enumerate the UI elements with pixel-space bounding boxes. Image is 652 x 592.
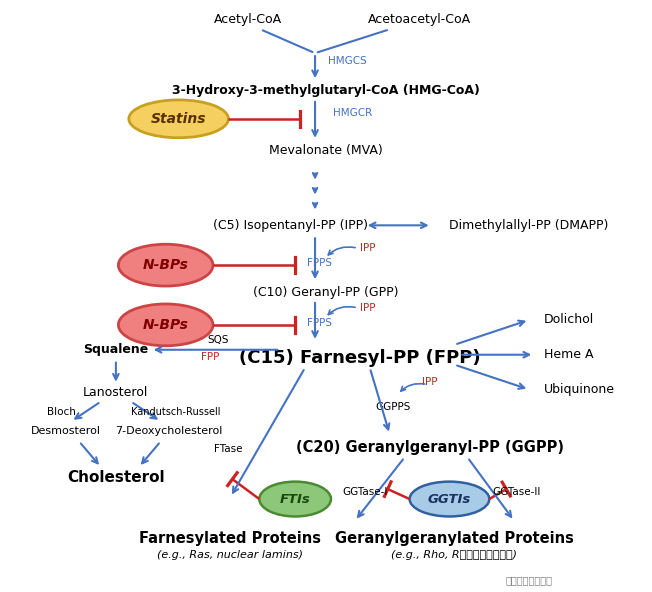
Text: (C5) Isopentanyl-PP (IPP): (C5) Isopentanyl-PP (IPP) — [213, 219, 368, 232]
Text: (e.g., Rho, R链山小老师谈生化): (e.g., Rho, R链山小老师谈生化) — [391, 550, 518, 560]
Text: (C20) Geranylgeranyl-PP (GGPP): (C20) Geranylgeranyl-PP (GGPP) — [295, 440, 563, 455]
Ellipse shape — [119, 304, 213, 346]
Text: Squalene: Squalene — [83, 343, 149, 356]
Text: Bloch: Bloch — [47, 407, 76, 417]
Text: 3-Hydroxy-3-methylglutaryl-CoA (HMG-CoA): 3-Hydroxy-3-methylglutaryl-CoA (HMG-CoA) — [172, 85, 480, 98]
Text: 链山小老师谈生化: 链山小老师谈生化 — [506, 575, 553, 585]
Text: (C10) Geranyl-PP (GPP): (C10) Geranyl-PP (GPP) — [253, 285, 399, 298]
Text: GGTase-I: GGTase-I — [342, 487, 387, 497]
Text: (e.g., Ras, nuclear lamins): (e.g., Ras, nuclear lamins) — [157, 550, 303, 560]
Text: Ubiquinone: Ubiquinone — [544, 383, 615, 396]
Text: IPP: IPP — [360, 303, 376, 313]
Text: Mevalonate (MVA): Mevalonate (MVA) — [269, 144, 383, 157]
Text: Geranylgeranylated Proteins: Geranylgeranylated Proteins — [335, 532, 574, 546]
Text: FTIs: FTIs — [280, 493, 310, 506]
Text: FTase: FTase — [214, 444, 243, 454]
Text: IPP: IPP — [360, 243, 376, 253]
Text: SQS: SQS — [208, 335, 230, 345]
Text: FPP: FPP — [201, 352, 220, 362]
Text: GGTIs: GGTIs — [428, 493, 471, 506]
Text: GGPPS: GGPPS — [375, 403, 410, 413]
Text: (C15) Farnesyl-PP (FPP): (C15) Farnesyl-PP (FPP) — [239, 349, 481, 366]
Text: HMGCR: HMGCR — [333, 108, 372, 118]
Ellipse shape — [409, 482, 489, 516]
Text: N-BPs: N-BPs — [143, 318, 188, 332]
Text: IPP: IPP — [422, 377, 437, 387]
Text: Lanosterol: Lanosterol — [83, 386, 149, 399]
Text: N-BPs: N-BPs — [143, 258, 188, 272]
Ellipse shape — [129, 100, 228, 138]
Text: 7-Deoxycholesterol: 7-Deoxycholesterol — [115, 426, 222, 436]
Text: Heme A: Heme A — [544, 348, 593, 361]
Ellipse shape — [259, 482, 331, 516]
Text: FPPS: FPPS — [307, 258, 332, 268]
Text: HMGCS: HMGCS — [328, 56, 366, 66]
Text: GGTase-II: GGTase-II — [492, 487, 541, 497]
Text: Dolichol: Dolichol — [544, 313, 595, 326]
Text: Acetyl-CoA: Acetyl-CoA — [215, 13, 282, 26]
Text: Cholesterol: Cholesterol — [67, 469, 165, 485]
Text: Statins: Statins — [151, 112, 207, 126]
Text: Desmosterol: Desmosterol — [31, 426, 101, 436]
Text: Farnesylated Proteins: Farnesylated Proteins — [140, 532, 321, 546]
Text: Dimethylallyl-PP (DMAPP): Dimethylallyl-PP (DMAPP) — [449, 219, 609, 232]
Ellipse shape — [119, 244, 213, 286]
Text: Kandutsch-Russell: Kandutsch-Russell — [131, 407, 220, 417]
Text: FPPS: FPPS — [307, 318, 332, 328]
Text: Acetoacetyl-CoA: Acetoacetyl-CoA — [368, 13, 471, 26]
